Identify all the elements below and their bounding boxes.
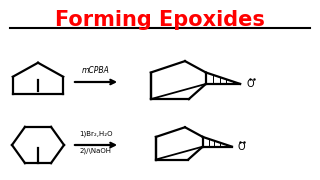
Text: 2)/\NaOH: 2)/\NaOH xyxy=(80,147,112,154)
Text: Forming Epoxides: Forming Epoxides xyxy=(55,10,265,30)
Text: O: O xyxy=(247,79,254,89)
Text: 1)Br₂,H₂O: 1)Br₂,H₂O xyxy=(79,130,113,137)
Text: mCPBA: mCPBA xyxy=(82,66,110,75)
Text: O: O xyxy=(237,142,245,152)
